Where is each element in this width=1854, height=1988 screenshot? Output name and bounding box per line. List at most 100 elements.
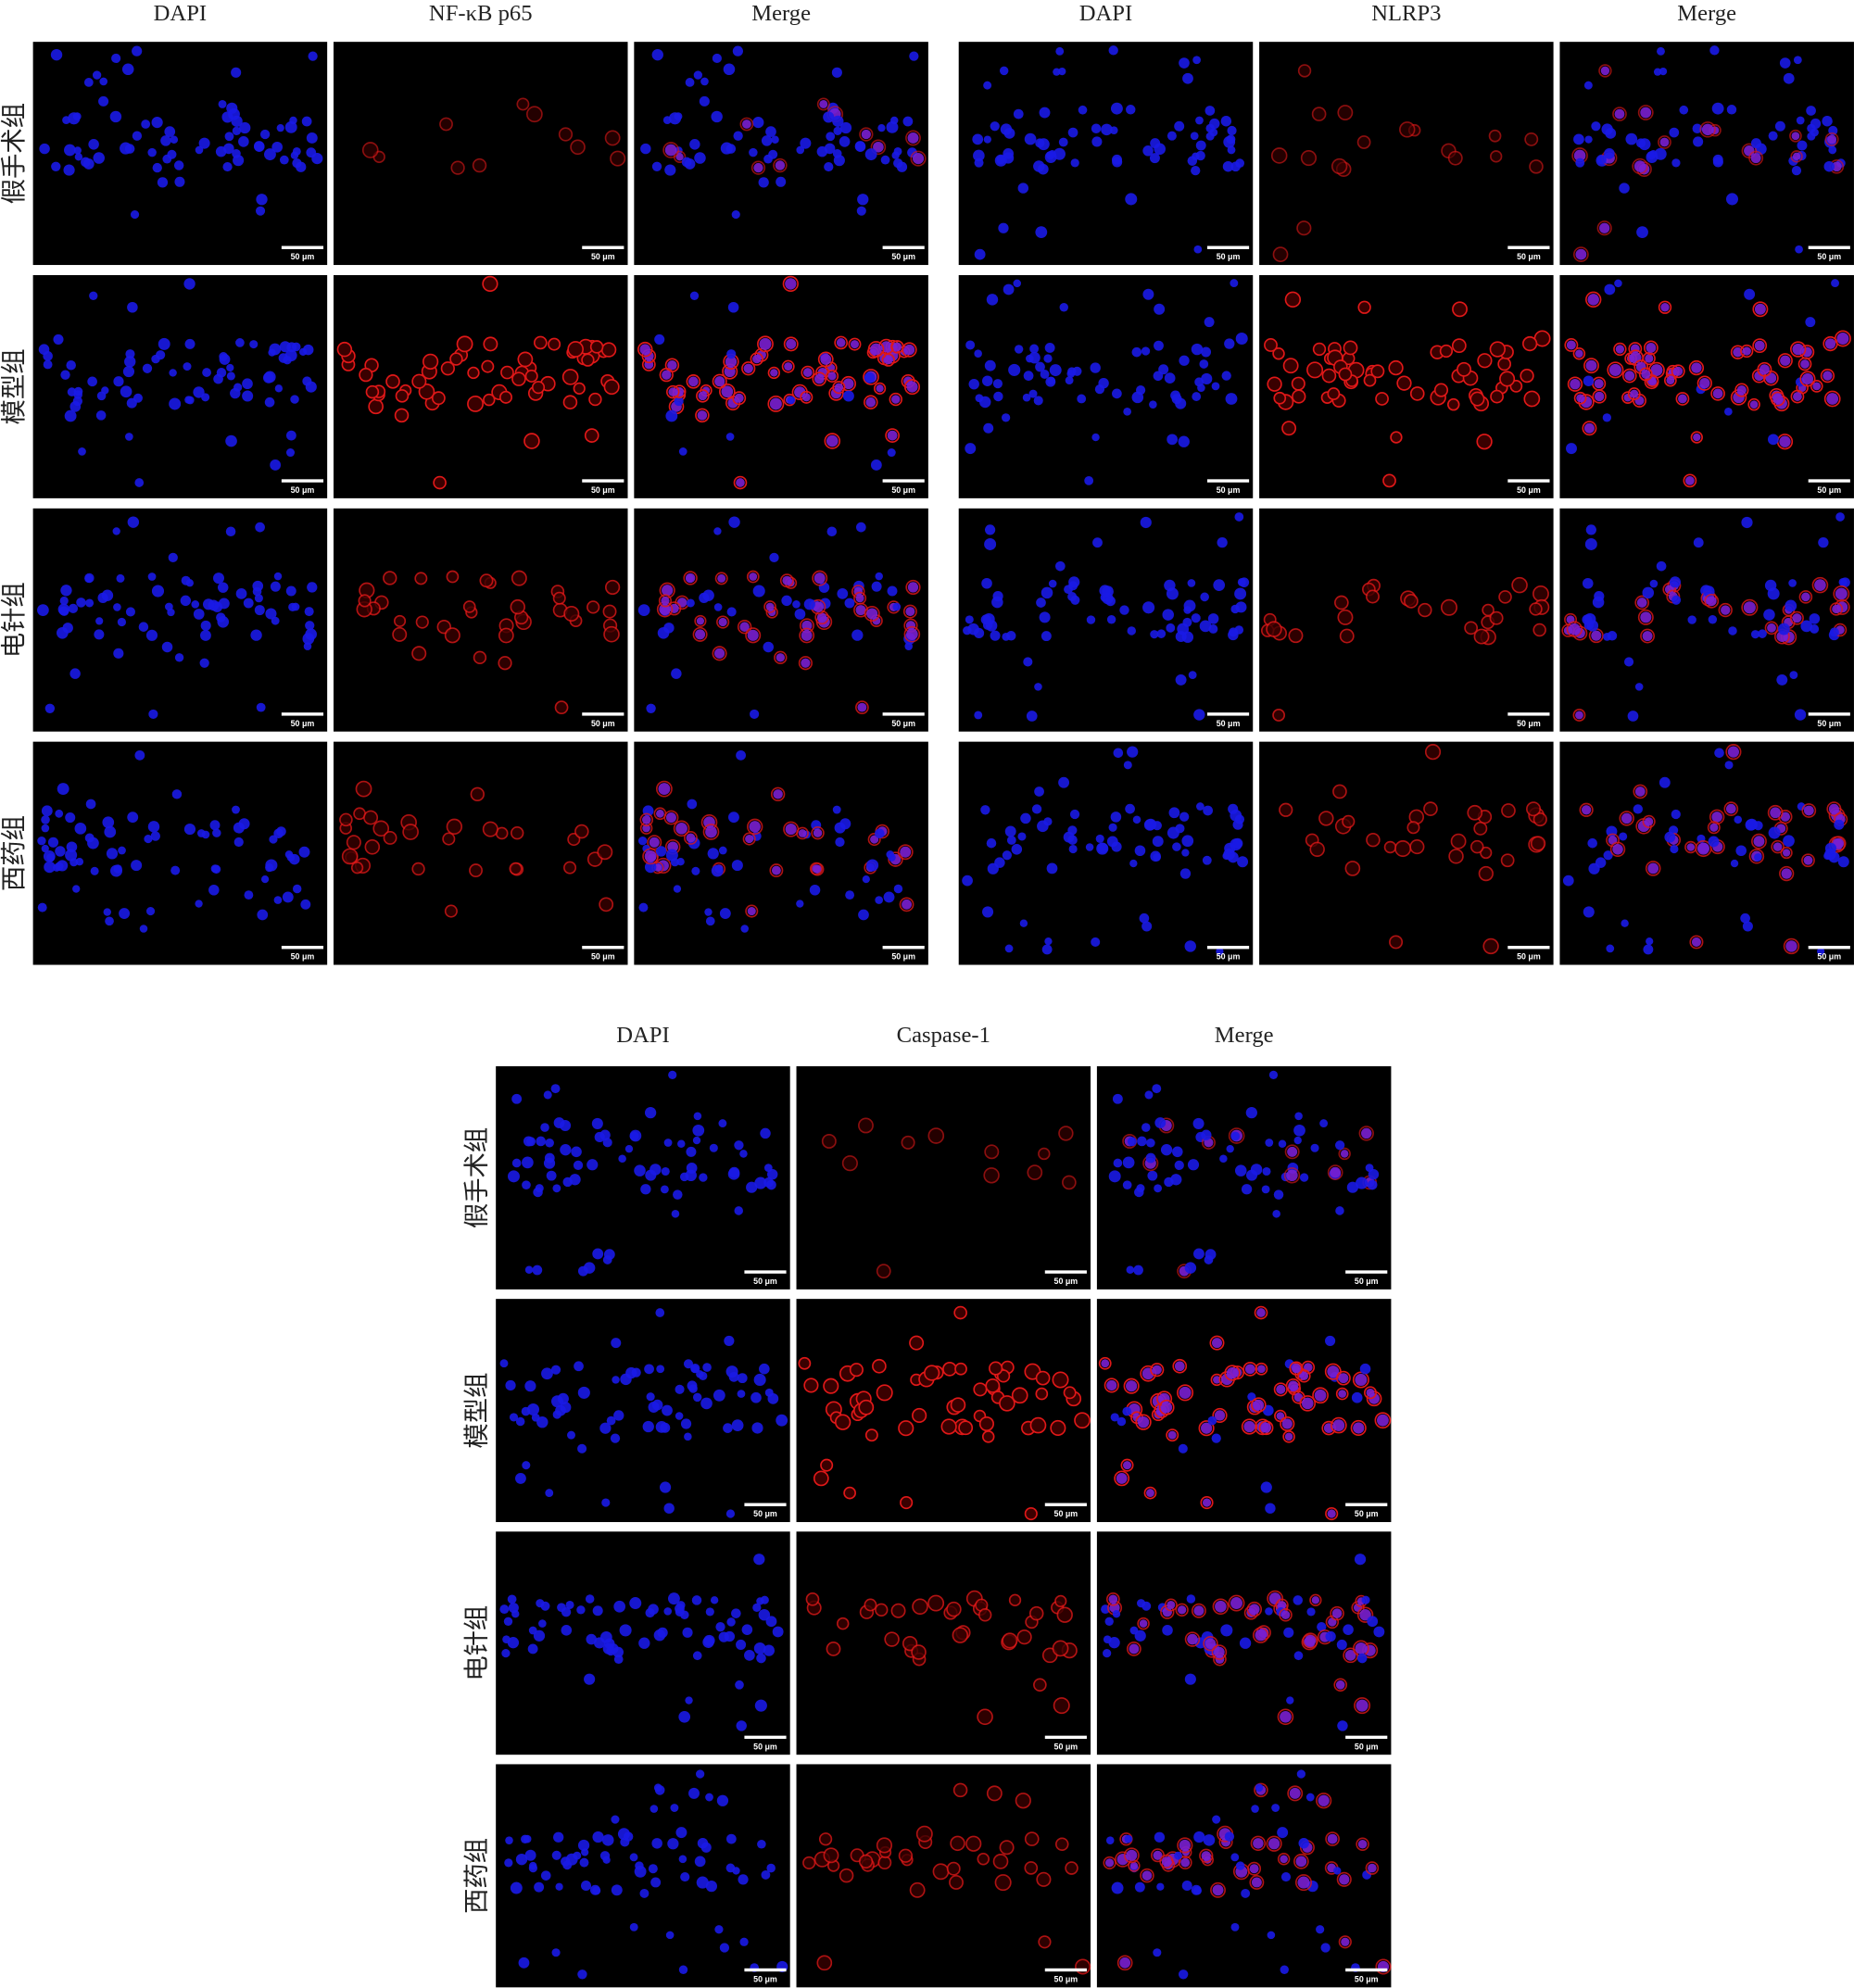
nucleus [1286, 1696, 1294, 1705]
stain [798, 656, 813, 671]
nucleus [713, 1389, 725, 1402]
nucleus [638, 1637, 650, 1649]
nucleus [38, 344, 50, 355]
stain [1063, 1386, 1077, 1400]
nucleus [771, 865, 781, 875]
nucleus [1167, 1600, 1176, 1609]
nucleus [592, 1831, 604, 1843]
scale-bar [882, 712, 925, 716]
nucleus [1034, 683, 1042, 691]
nucleus [90, 866, 99, 875]
nucleus [1187, 1633, 1198, 1645]
stain [1789, 610, 1804, 625]
nucleus [1213, 1376, 1221, 1384]
nucleus [1759, 364, 1770, 375]
stain [336, 341, 353, 358]
stain [1279, 802, 1293, 817]
stain [1801, 853, 1815, 868]
nucleus [1633, 160, 1646, 172]
nucleus [1353, 1422, 1365, 1434]
stain [1309, 841, 1325, 858]
nucleus [965, 615, 974, 624]
stain [1522, 335, 1538, 352]
nucleus [1214, 1410, 1226, 1421]
nucleus [753, 1373, 766, 1387]
stain [1572, 246, 1589, 263]
nucleus [1642, 631, 1653, 642]
nucleus [1125, 803, 1135, 814]
nucleus [1367, 1179, 1378, 1190]
nucleus [200, 620, 211, 631]
nucleus [1174, 1160, 1184, 1170]
stain [876, 1384, 893, 1402]
nucleus [1044, 342, 1055, 353]
nucleus [85, 598, 95, 608]
nucleus [740, 925, 750, 933]
nucleus [160, 135, 171, 146]
nucleus [992, 379, 1003, 389]
nucleus [906, 628, 918, 641]
stain [385, 374, 400, 389]
nucleus [693, 70, 703, 80]
nucleus [1133, 1265, 1143, 1276]
nucleus [1124, 1834, 1133, 1843]
nucleus [686, 598, 695, 608]
nucleus [1664, 831, 1676, 843]
nucleus [1287, 1146, 1298, 1157]
scale-bar-label: 50 μm [291, 485, 315, 495]
nucleus [694, 1856, 706, 1868]
nucleus [201, 393, 210, 402]
nucleus [1355, 1642, 1368, 1655]
nucleus [1112, 154, 1122, 165]
nucleus [1772, 842, 1783, 851]
stain [1354, 1697, 1371, 1715]
nucleus [1142, 288, 1154, 300]
nucleus [996, 155, 1006, 165]
stain [805, 1592, 820, 1606]
nucleus [226, 371, 235, 381]
stain [1638, 367, 1653, 382]
nucleus [273, 896, 283, 904]
stain [876, 1264, 891, 1279]
stain [1053, 1697, 1070, 1715]
nucleus [1641, 370, 1651, 379]
stain [561, 369, 579, 385]
nucleus [1646, 342, 1657, 353]
stain [1267, 376, 1282, 392]
stain [912, 1598, 928, 1616]
nucleus [1649, 579, 1659, 588]
stain [567, 341, 585, 358]
nucleus [579, 1857, 589, 1868]
nucleus [1023, 657, 1033, 667]
nucleus [591, 1117, 603, 1129]
nucleus [232, 805, 240, 814]
column-header: Merge [1215, 1023, 1274, 1048]
stain [1820, 368, 1835, 384]
nucleus [1754, 853, 1762, 862]
scale-bar-label: 50 μm [291, 719, 315, 728]
nucleus [623, 1831, 634, 1842]
stain [1288, 628, 1304, 644]
stain [1159, 1854, 1174, 1869]
nucleus [218, 99, 227, 108]
nucleus [1608, 363, 1621, 376]
nucleus [798, 829, 807, 837]
nucleus [1671, 158, 1681, 168]
nucleus [1003, 148, 1015, 159]
stain [1810, 380, 1823, 393]
stain [1289, 1361, 1304, 1376]
nucleus [270, 581, 281, 592]
nucleus [1104, 1858, 1115, 1868]
nucleus [800, 137, 812, 149]
nucleus [766, 1179, 776, 1190]
nucleus [644, 861, 657, 874]
nucleus [1638, 138, 1651, 151]
stain [1210, 1881, 1226, 1898]
nucleus [986, 837, 997, 849]
nucleus [866, 608, 878, 620]
nucleus [993, 391, 1003, 402]
nucleus [1167, 131, 1177, 141]
nucleus [148, 709, 158, 719]
stain [1366, 832, 1381, 848]
stain [1790, 341, 1807, 358]
